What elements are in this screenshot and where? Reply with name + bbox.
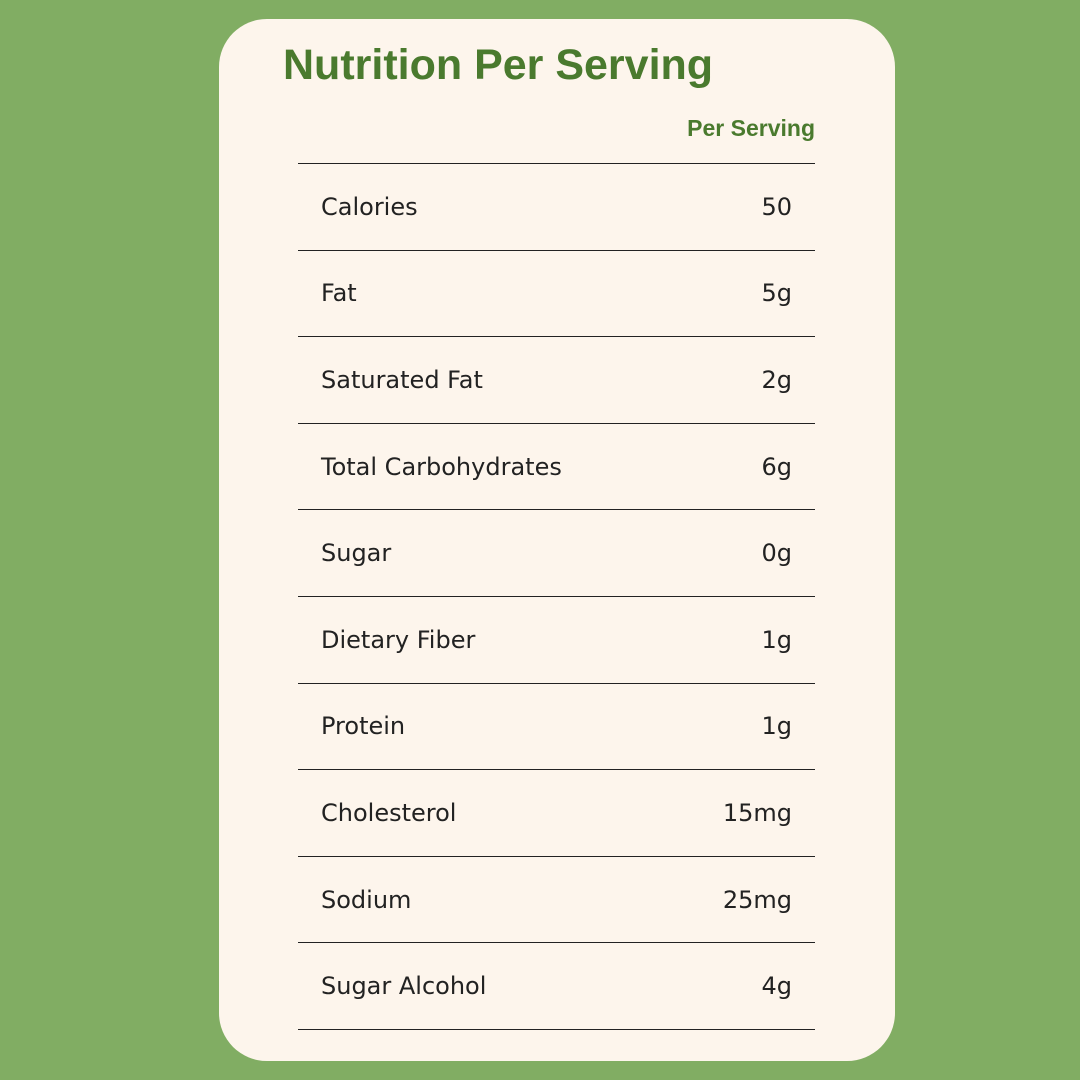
table-row: Protein 1g <box>298 684 815 771</box>
table-row: Sugar Alcohol 4g <box>298 943 815 1030</box>
nutrient-value: 5g <box>761 279 792 308</box>
nutrient-value: 4g <box>761 972 792 1001</box>
table-row: Total Carbohydrates 6g <box>298 424 815 511</box>
nutrient-label: Dietary Fiber <box>321 625 476 654</box>
nutrient-value: 6g <box>761 452 792 481</box>
page-title: Nutrition Per Serving <box>283 41 714 89</box>
nutrient-value: 25mg <box>722 885 792 914</box>
nutrient-label: Calories <box>321 192 418 221</box>
nutrient-label: Saturated Fat <box>321 365 483 394</box>
nutrient-value: 1g <box>761 712 792 741</box>
nutrient-label: Fat <box>321 279 357 308</box>
nutrient-value: 1g <box>761 625 792 654</box>
nutrition-table: Calories 50 Fat 5g Saturated Fat 2g Total Carb… <box>298 163 815 1030</box>
table-row: Cholesterol 15mg <box>298 770 815 857</box>
nutrient-value: 15mg <box>722 798 792 827</box>
column-header: Per Serving <box>687 115 815 141</box>
table-row: Calories 50 <box>298 164 815 251</box>
table-row: Saturated Fat 2g <box>298 337 815 424</box>
nutrient-label: Sodium <box>321 885 412 914</box>
nutrient-value: 2g <box>761 365 792 394</box>
nutrient-label: Sugar <box>321 539 392 568</box>
table-row: Sugar 0g <box>298 510 815 597</box>
table-row: Dietary Fiber 1g <box>298 597 815 684</box>
nutrient-label: Protein <box>321 712 406 741</box>
nutrient-label: Sugar Alcohol <box>321 972 487 1001</box>
nutrition-card: Nutrition Per Serving Per Serving Calori… <box>219 19 895 1061</box>
nutrient-value: 0g <box>761 539 792 568</box>
table-row: Sodium 25mg <box>298 857 815 944</box>
nutrient-label: Cholesterol <box>321 798 457 827</box>
table-row: Fat 5g <box>298 251 815 338</box>
nutrient-label: Total Carbohydrates <box>321 452 562 481</box>
nutrient-value: 50 <box>761 192 792 221</box>
